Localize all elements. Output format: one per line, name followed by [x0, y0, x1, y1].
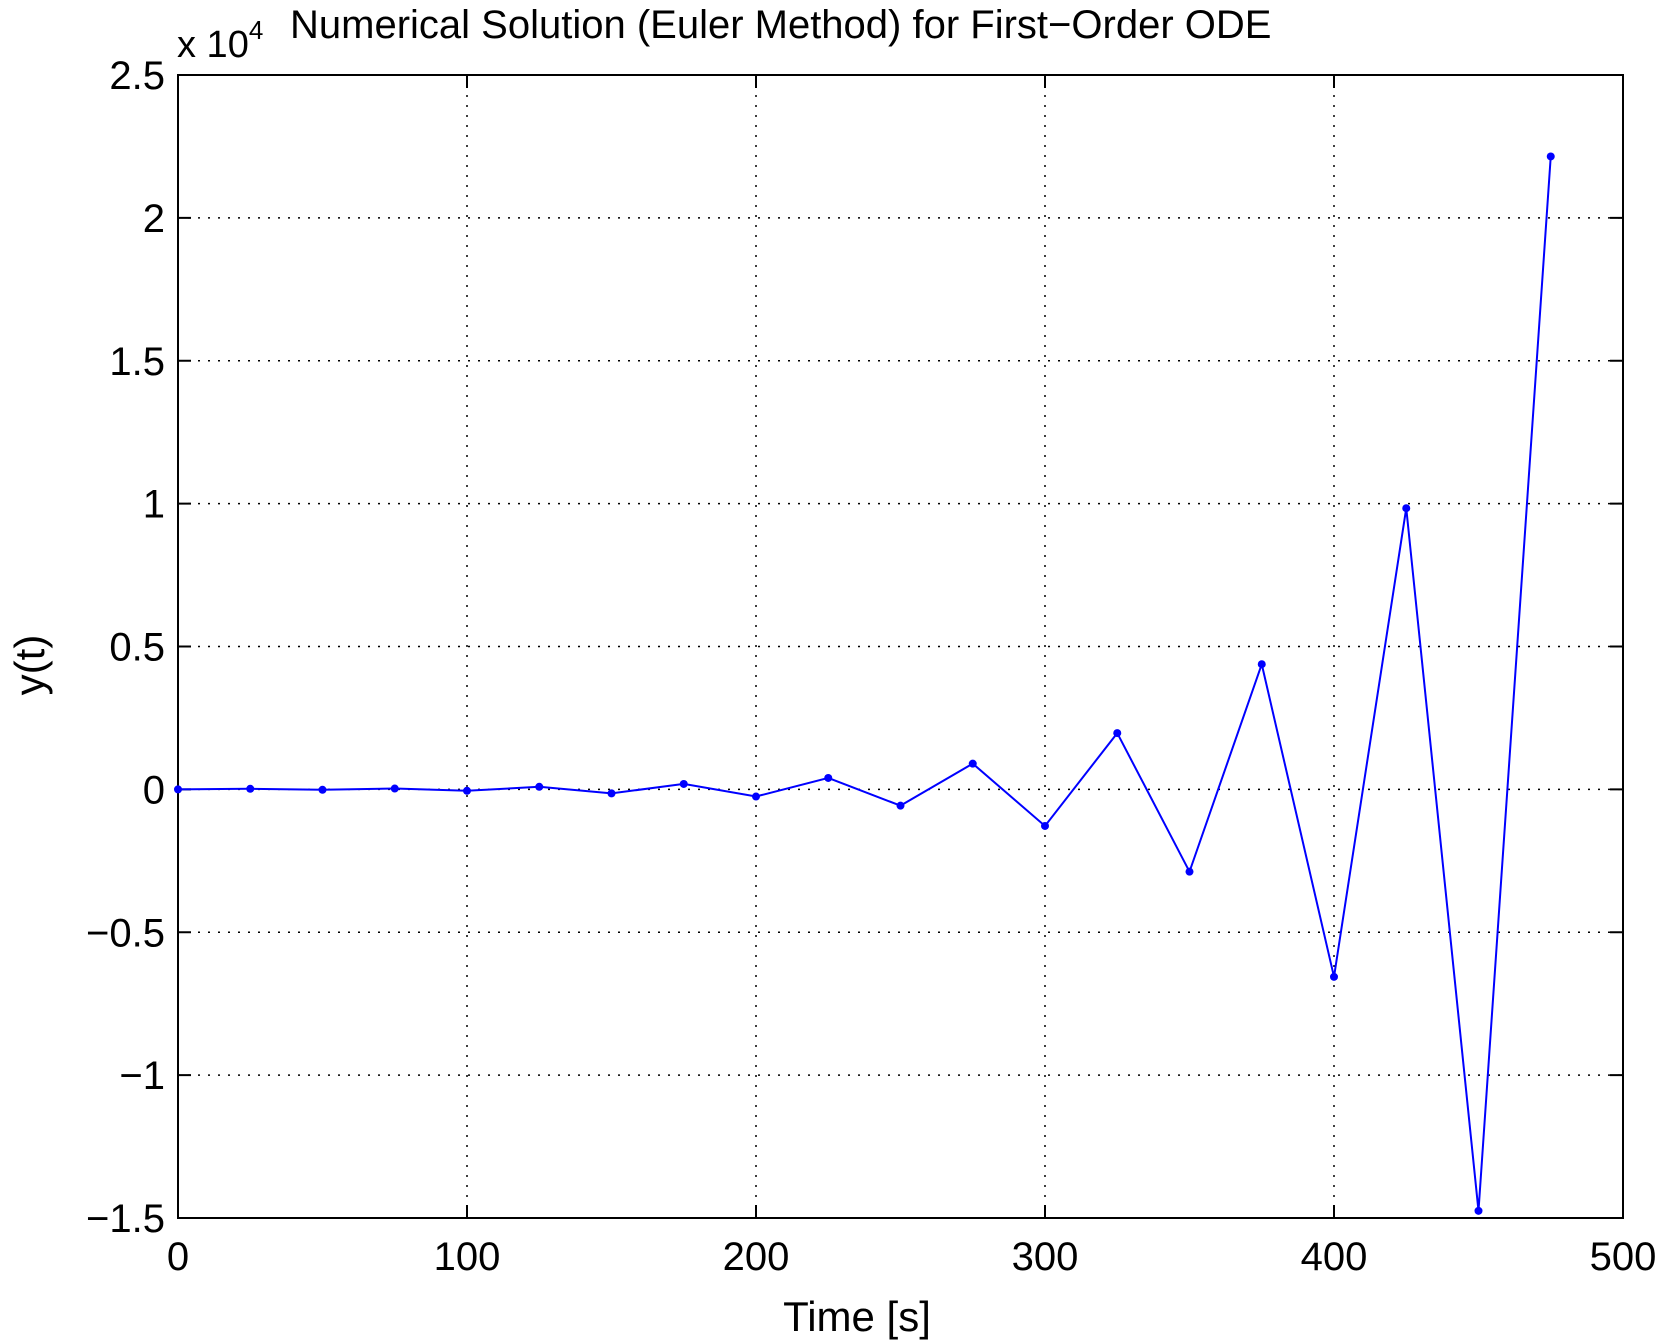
y-tick-label: 0.5: [109, 626, 165, 670]
data-point: [1474, 1206, 1483, 1215]
data-point: [1257, 660, 1266, 669]
data-point: [607, 789, 616, 798]
y-axis-exponent-prefix: x 10: [177, 24, 249, 66]
x-tick-label: 200: [723, 1235, 790, 1279]
y-tick-label: 0: [143, 768, 165, 812]
data-point: [968, 759, 977, 768]
y-axis-label: y(t): [6, 635, 53, 696]
chart-title: Numerical Solution (Euler Method) for Fi…: [290, 3, 1271, 47]
data-point: [752, 792, 760, 801]
y-axis-exponent-label: x 104: [177, 15, 263, 66]
data-point: [246, 784, 255, 793]
y-axis-exponent-power: 4: [249, 15, 263, 45]
data-point: [1330, 972, 1338, 981]
data-point: [1041, 821, 1049, 830]
data-point: [318, 785, 327, 794]
ticks: 0 100 200 300 400 500 2.5 2 1.5 1 0.5 0 −0.5 −1 −1.5: [86, 54, 1656, 1279]
x-tick-label: 100: [434, 1235, 501, 1279]
data-point: [1113, 729, 1122, 738]
data-point: [1546, 152, 1555, 161]
series-line: [177, 156, 1552, 1211]
x-tick-label: 300: [1012, 1235, 1079, 1279]
y-tick-label: −0.5: [86, 911, 165, 955]
x-tick-label: 500: [1590, 1235, 1657, 1279]
y-tick-label: −1.5: [86, 1197, 165, 1241]
data-point: [824, 773, 833, 782]
y-tick-label: 1: [143, 483, 165, 527]
data-point: [174, 785, 182, 794]
data-point: [1402, 504, 1411, 513]
data-point: [679, 779, 688, 788]
y-tick-label: 1.5: [109, 340, 165, 384]
y-tick-label: 2.5: [109, 54, 165, 98]
x-tick-label: 400: [1301, 1235, 1368, 1279]
data-point: [535, 782, 544, 791]
data-point: [1185, 867, 1194, 876]
x-axis-label: Time [s]: [783, 1293, 931, 1340]
y-tick-label: −1: [119, 1054, 165, 1098]
data-point: [896, 801, 905, 810]
y-tick-label: 2: [143, 197, 165, 241]
series-group: [174, 152, 1555, 1215]
x-tick-label: 0: [167, 1235, 189, 1279]
data-point: [463, 786, 471, 795]
data-point: [390, 784, 399, 793]
